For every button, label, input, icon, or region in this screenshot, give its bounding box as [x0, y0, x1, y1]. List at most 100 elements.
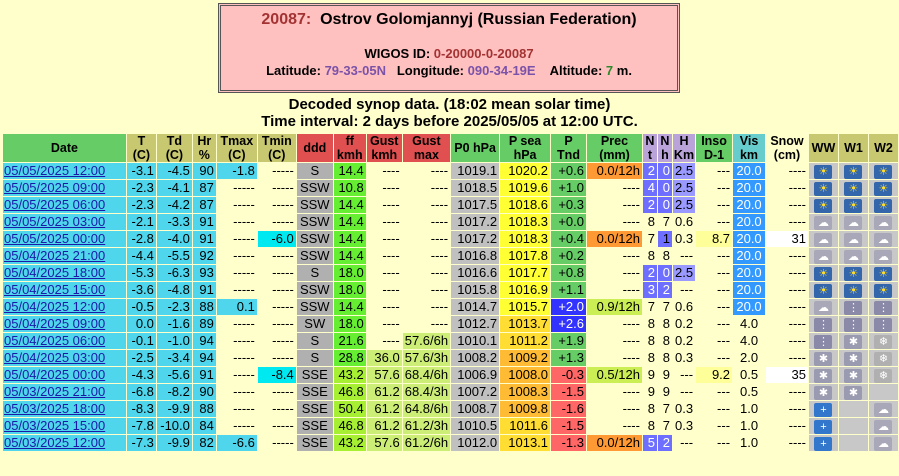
humidity-cell: 88	[192, 299, 216, 315]
humidity-cell: 92	[192, 248, 216, 264]
gust-cell: 36.0	[366, 350, 402, 366]
date-link[interactable]: 05/04/2025 15:00	[4, 282, 106, 297]
date-link[interactable]: 05/04/2025 18:00	[4, 265, 106, 280]
humidity-cell: 94	[192, 350, 216, 366]
date-link[interactable]: 05/04/2025 21:00	[4, 248, 106, 263]
ww-icon-cell: ☀	[808, 163, 838, 179]
w2-icon-cell: ☀	[868, 282, 898, 298]
date-link[interactable]: 05/04/2025 09:00	[4, 316, 106, 331]
snowflake-icon: ❄	[874, 334, 893, 349]
insolation-cell: ---	[696, 435, 733, 451]
ww-icon-cell: ✱	[808, 384, 838, 400]
snow-shower-icon: ✱	[844, 368, 863, 383]
cloud-height-cell: 2.5	[672, 265, 696, 281]
snow-depth-cell: ----	[766, 401, 808, 417]
snowflake-icon: ❄	[874, 368, 893, 383]
tmin-cell: -----	[257, 180, 296, 196]
low-cloud-cell: 7	[657, 299, 672, 315]
cloud-height-cell: ---	[672, 367, 696, 383]
w2-icon-cell: ⋮	[868, 299, 898, 315]
visibility-cell: 1.0	[733, 401, 766, 417]
date-link[interactable]: 05/03/2025 15:00	[4, 418, 106, 433]
sun-cloud-icon: ☀	[844, 198, 863, 213]
column-header: T (C)	[126, 134, 156, 162]
station-pressure-cell: 1012.0	[451, 435, 500, 451]
gust-cell: 61.2	[366, 401, 402, 417]
cloud-height-cell: 0.6	[672, 214, 696, 230]
date-link[interactable]: 05/04/2025 12:00	[4, 299, 106, 314]
rain-icon: ⋮	[844, 317, 863, 332]
insolation-cell: ---	[696, 401, 733, 417]
table-row: 05/05/2025 03:00 -2.1 -3.3 91 ----- ----- SSW 1…	[3, 214, 898, 230]
date-link[interactable]: 05/03/2025 21:00	[4, 384, 106, 399]
insolation-cell: ---	[696, 180, 733, 196]
w1-icon-cell: ⋮	[838, 316, 868, 332]
date-link[interactable]: 05/04/2025 06:00	[4, 333, 106, 348]
wind-speed-cell: 14.4	[333, 299, 366, 315]
date-cell: 05/04/2025 03:00	[3, 350, 126, 366]
date-link[interactable]: 05/03/2025 12:00	[4, 435, 106, 450]
insolation-cell: 8.7	[696, 231, 733, 247]
table-row: 05/04/2025 03:00 -2.5 -3.4 94 ----- ----- S 28.…	[3, 350, 898, 366]
snow-depth-cell: ----	[766, 214, 808, 230]
date-link[interactable]: 05/04/2025 03:00	[4, 350, 106, 365]
date-link[interactable]: 05/05/2025 12:00	[4, 163, 106, 178]
precipitation-cell: 0.0/12h	[587, 231, 642, 247]
temperature-cell: -4.4	[126, 248, 156, 264]
date-link[interactable]: 05/04/2025 00:00	[4, 367, 106, 382]
w1-icon-cell	[838, 401, 868, 417]
temperature-cell: -3.6	[126, 282, 156, 298]
wind-speed-cell: 14.4	[333, 163, 366, 179]
table-header-row: Date T (C) Td (C) Hr % Tmax (C) Tmin (C) ddd ff…	[3, 134, 898, 162]
gust-cell: 61.2	[366, 418, 402, 434]
dewpoint-cell: -3.4	[156, 350, 192, 366]
gust-cell: ----	[366, 265, 402, 281]
precipitation-cell: 0.5/12h	[587, 367, 642, 383]
coordinates-line: Latitude: 79-33-05N Longitude: 090-34-19…	[221, 63, 677, 78]
altitude-value: 7	[605, 63, 614, 78]
total-cloud-cell: 3	[642, 282, 657, 298]
wind-speed-cell: 28.8	[333, 350, 366, 366]
wind-speed-cell: 18.0	[333, 316, 366, 332]
visibility-cell: 20.0	[733, 180, 766, 196]
wind-direction-cell: SSW	[296, 197, 333, 213]
column-header: WW	[808, 134, 838, 162]
cloud-icon: ☁	[874, 402, 893, 417]
gust-max-cell: 64.8/6h	[402, 401, 451, 417]
latitude-value: 79-33-05N	[324, 63, 387, 78]
sea-pressure-cell: 1016.9	[500, 282, 551, 298]
gust-max-cell: ----	[402, 299, 451, 315]
date-link[interactable]: 05/05/2025 09:00	[4, 180, 106, 195]
date-link[interactable]: 05/05/2025 06:00	[4, 197, 106, 212]
station-pressure-cell: 1006.9	[451, 367, 500, 383]
decoded-heading: Decoded synop data. (18:02 mean solar ti…	[288, 96, 611, 113]
date-link[interactable]: 05/05/2025 00:00	[4, 231, 106, 246]
visibility-cell: 20.0	[733, 163, 766, 179]
cloud-height-cell: ---	[672, 282, 696, 298]
low-cloud-cell: 9	[657, 367, 672, 383]
wind-speed-cell: 43.2	[333, 435, 366, 451]
visibility-cell: 20.0	[733, 282, 766, 298]
date-link[interactable]: 05/03/2025 18:00	[4, 401, 106, 416]
insolation-cell: ---	[696, 282, 733, 298]
total-cloud-cell: 8	[642, 248, 657, 264]
pressure-tendency-cell: -1.3	[551, 435, 586, 451]
table-row: 05/04/2025 09:00 0.0 -1.6 89 ----- ----- SW 18.…	[3, 316, 898, 332]
dewpoint-cell: -8.2	[156, 384, 192, 400]
tmax-cell: -----	[216, 367, 257, 383]
gust-cell: ----	[366, 197, 402, 213]
snow-depth-cell: ----	[766, 197, 808, 213]
sun-cloud-icon: ☀	[874, 283, 893, 298]
temperature-cell: -5.3	[126, 265, 156, 281]
w2-icon-cell: ☁	[868, 401, 898, 417]
snow-depth-cell: ----	[766, 418, 808, 434]
date-cell: 05/04/2025 15:00	[3, 282, 126, 298]
column-header: Date	[3, 134, 126, 162]
station-pressure-cell: 1012.7	[451, 316, 500, 332]
wind-speed-cell: 46.8	[333, 418, 366, 434]
sea-pressure-cell: 1013.7	[500, 316, 551, 332]
total-cloud-cell: 2	[642, 265, 657, 281]
date-link[interactable]: 05/05/2025 03:00	[4, 214, 106, 229]
cloud-height-cell: 0.3	[672, 401, 696, 417]
precipitation-cell: ----	[587, 214, 642, 230]
